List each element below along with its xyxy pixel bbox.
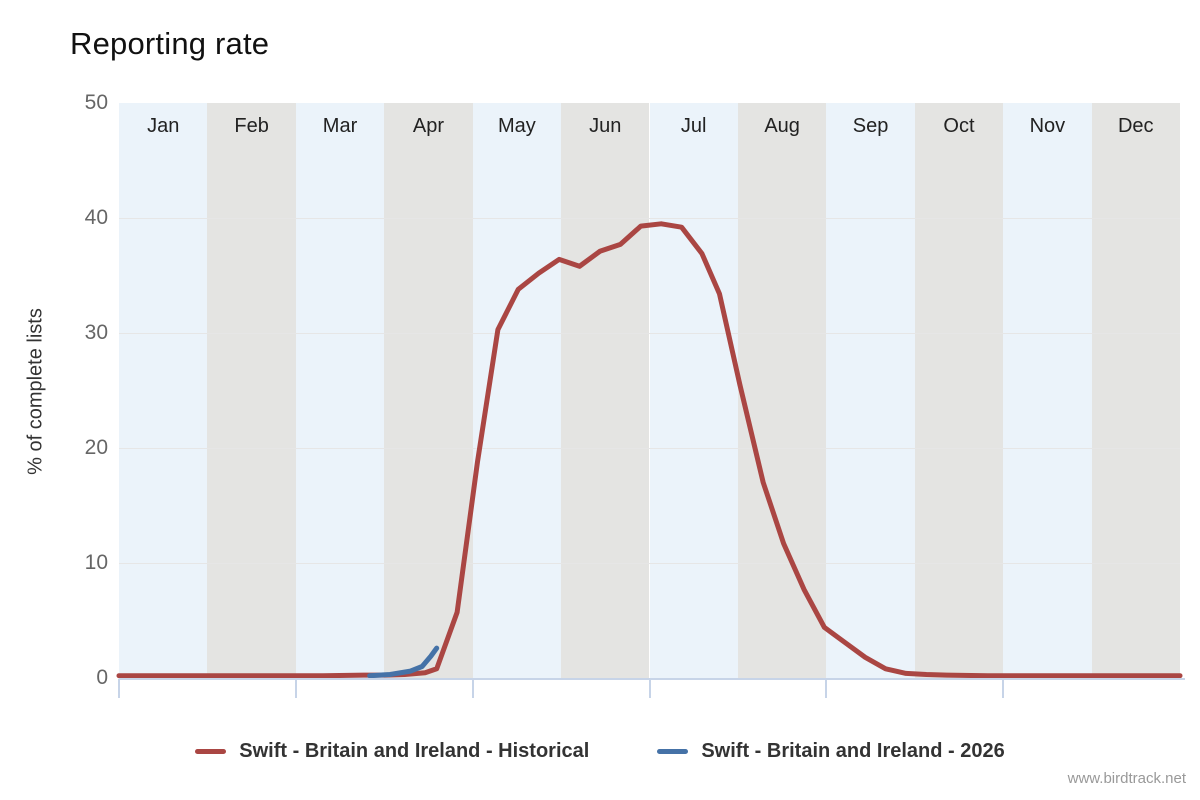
legend-item-historical[interactable]: Swift - Britain and Ireland - Historical [195,740,589,763]
x-axis-tick [118,679,120,698]
month-label-may: May [497,115,536,137]
series-2026-swatch [657,748,689,754]
month-band-feb: Feb [207,103,296,678]
month-band-sep: Sep [826,103,915,678]
month-label-jul: Jul [680,115,707,137]
month-band-jul: Jul [649,103,738,678]
x-axis-tick [471,679,474,698]
y-tick-label-50: 50 [84,91,108,114]
y-tick-label-20: 20 [84,436,108,459]
month-band-jun: Jun [561,103,650,678]
month-label-apr: Apr [412,115,445,137]
legend: Swift - Britain and Ireland - Historical… [0,735,1200,767]
historical-series-swatch [195,748,227,754]
legend-label-historical: Swift - Britain and Ireland - Historical [239,739,590,762]
y-tick-label-40: 40 [84,206,108,229]
y-tick-label-10: 10 [84,551,108,574]
month-band-may: May [472,103,562,678]
series-plot [116,221,1183,679]
gridline-40 [119,218,1180,219]
gridline-20 [119,448,1180,449]
legend-item-2026[interactable]: Swift - Britain and Ireland - 2026 [657,739,1005,763]
month-label-jun: Jun [589,115,622,137]
month-label-mar: Mar [322,115,358,137]
month-band-jan: Jan [119,103,208,678]
x-axis-tick [294,679,297,698]
plot-area: Jan Feb Mar Apr May Jun Jul Aug Sep Oct Nov Dec [116,103,1183,679]
month-band-nov: Nov [1003,103,1092,678]
month-band-dec: Dec [1091,103,1180,678]
y-tick-label-30: 30 [84,321,108,344]
y-axis-title: % of complete lists [24,308,47,475]
legend-label-2026: Swift - Britain and Ireland - 2026 [701,739,1005,762]
historical-series-line[interactable] [116,221,1183,679]
month-label-feb: Feb [234,115,269,137]
y-tick-label-0: 0 [96,666,108,689]
gridline-30 [119,333,1180,334]
month-label-jan: Jan [147,115,180,137]
month-band-mar: Mar [295,103,385,678]
x-axis-tick [825,679,828,698]
chart-title: Reporting rate [70,26,270,61]
month-label-dec: Dec [1117,115,1154,137]
watermark: www.birdtrack.net [1067,770,1186,787]
x-axis-tick [1002,679,1005,698]
x-axis-tick [648,679,651,698]
month-band-oct: Oct [914,103,1004,678]
month-band-aug: Aug [737,103,827,678]
month-label-sep: Sep [852,115,889,137]
series-2026-line[interactable] [367,645,440,679]
month-band-apr: Apr [384,103,473,678]
x-axis-line [119,678,1185,680]
gridline-10 [119,563,1180,564]
month-label-aug: Aug [764,115,800,137]
month-label-nov: Nov [1029,115,1066,137]
month-label-oct: Oct [943,115,975,137]
